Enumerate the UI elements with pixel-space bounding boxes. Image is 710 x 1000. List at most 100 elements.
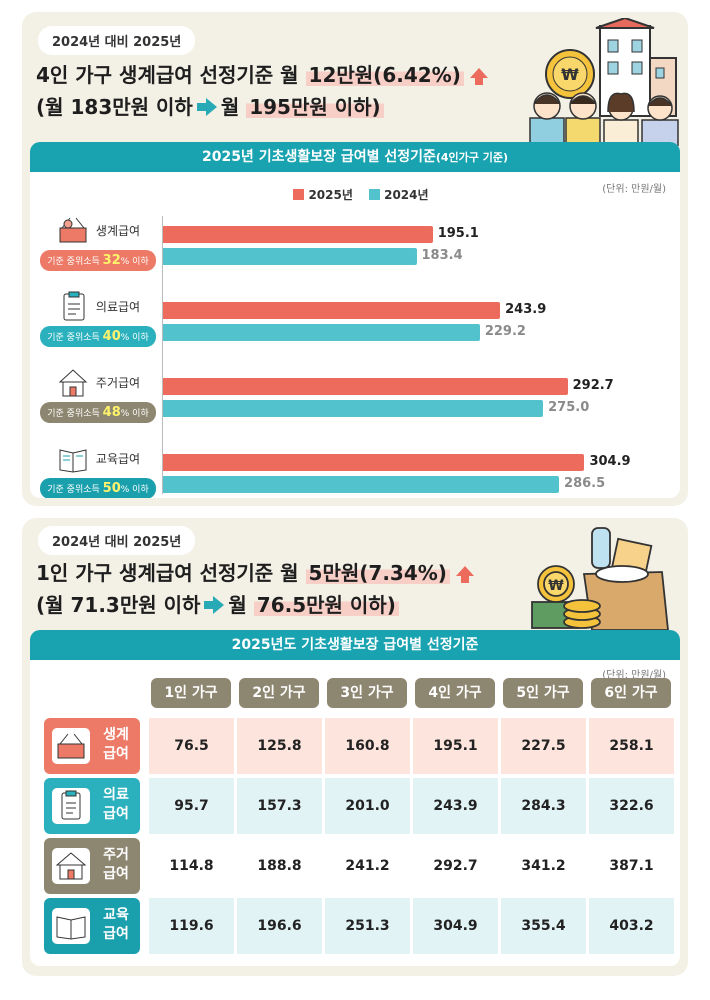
top-panel: 2024년 대비 2025년 4인 가구 생계급여 선정기준 월 12만원(6.… [22,12,688,506]
column-header: 5인 가구 [503,678,583,708]
bar-chart-card: 2025년 기초생활보장 급여별 선정기준(4인가구 기준) (단위: 만원/월… [30,142,680,498]
row-label-1: 주거 [103,847,129,863]
chart-title: 2025년 기초생활보장 급여별 선정기준(4인가구 기준) [30,142,680,172]
badge-percent: 40 [102,329,121,344]
table-unit: (단위: 만원/월) [602,670,666,681]
table-cell: 251.3 [324,898,410,954]
table-cell: 341.2 [500,838,586,894]
headline-2-text: (월 183만원 이하 [36,95,193,119]
bar-2024 [163,476,560,493]
table-cell: 241.2 [324,838,410,894]
row-label-2: 급여 [103,866,129,882]
headline-2-mid: 월 [220,95,240,119]
table-title: 2025년도 기초생활보장 급여별 선정기준 [30,630,680,660]
bar-2025 [163,454,585,471]
bar-2024 [163,400,544,417]
headline-3: 1인 가구 생계급여 선정기준 월 5만원(7.34%) [36,558,474,588]
bar-2025 [163,378,568,395]
table-cell: 188.8 [236,838,322,894]
bottom-panel: 2024년 대비 2025년 1인 가구 생계급여 선정기준 월 5만원(7.3… [22,518,688,976]
table-cell: 76.5 [148,718,234,774]
chart-title-text: 2025년 기초생활보장 급여별 선정기준 [201,149,436,165]
legend-label-2024: 2024년 [384,188,429,202]
category-name: 의료급여 [95,299,141,314]
row-label: 생계 급여 [96,726,136,764]
table-cell: 157.3 [236,778,322,834]
bar-label-2025: 195.1 [437,226,479,241]
svg-text:₩: ₩ [548,578,564,594]
headline-2-highlight: 195만원 이하) [246,95,384,119]
bar-label-2025: 243.9 [505,302,547,317]
headline-4-highlight: 76.5만원 이하) [253,593,399,617]
table-cell: 114.8 [148,838,234,894]
median-income-badge: 기준 중위소득 50% 이하 [40,478,156,498]
table-cell: 355.4 [500,898,586,954]
bar-2025 [163,226,433,243]
table-card: 2025년도 기초생활보장 급여별 선정기준 (단위: 만원/월) 1인 가구 2… [30,630,680,966]
row-label-2: 급여 [103,806,129,822]
category-icon [58,369,88,397]
headline-1-highlight: 12만원(6.42%) [305,63,464,87]
row-label-1: 교육 [103,907,129,923]
badge-suffix: % 이하 [120,485,149,495]
category-label: 교육급여 기준 중위소득 50% 이하 [38,442,158,498]
headline-1-text: 4인 가구 생계급여 선정기준 월 [36,63,299,87]
badge-prefix: 기준 중위소득 [47,333,100,343]
category-icon [63,291,85,321]
table-cell: 125.8 [236,718,322,774]
column-header: 6인 가구 [591,678,671,708]
headline-2: (월 183만원 이하 월 195만원 이하) [36,92,384,122]
row-label-2: 급여 [103,926,129,942]
up-arrow-icon [469,68,488,85]
badge-suffix: % 이하 [120,257,149,267]
badge-suffix: % 이하 [120,409,149,419]
bar-label-2025: 304.9 [589,454,631,469]
comparison-pill-2: 2024년 대비 2025년 [38,526,196,555]
table-cell: 243.9 [412,778,498,834]
category-icon [59,449,87,473]
category-label: 의료급여 기준 중위소득 40% 이하 [38,290,158,347]
family-house-illustration: ₩ [529,18,679,146]
row-icon [52,848,90,884]
badge-percent: 50 [102,481,121,496]
right-arrow-icon [196,98,217,116]
headline-4-mid: 월 [228,593,247,617]
legend-label-2025: 2025년 [308,188,353,202]
table-cell: 403.2 [588,898,674,954]
category-name: 주거급여 [95,375,141,390]
row-icon [52,728,90,764]
table-cell: 195.1 [412,718,498,774]
badge-prefix: 기준 중위소득 [47,485,100,495]
category-label: 생계급여 기준 중위소득 32% 이하 [38,214,158,271]
table-cell: 304.9 [412,898,498,954]
column-header: 3인 가구 [327,678,407,708]
median-income-badge: 기준 중위소득 32% 이하 [40,250,156,271]
row-header: 생계 급여 [44,718,140,774]
row-label-1: 의료 [103,787,129,803]
bar-label-2024: 275.0 [548,400,590,415]
headline-4-text: (월 71.3만원 이하 [36,593,201,617]
table-cell: 258.1 [588,718,674,774]
bar-2025 [163,302,501,319]
chart-title-note: (4인가구 기준) [435,151,509,164]
table-cell: 387.1 [588,838,674,894]
chart-unit: (단위: 만원/월) [602,184,666,195]
row-label-1: 생계 [103,727,129,743]
bar-label-2025: 292.7 [572,378,614,393]
category-icon [59,217,87,243]
right-arrow-icon-2 [204,596,225,614]
row-icon [52,788,90,824]
chart-axis-line [162,216,163,494]
table-cell: 292.7 [412,838,498,894]
chart-legend: 2025년 2024년 [30,186,680,203]
legend-swatch-2024 [369,189,381,200]
bar-label-2024: 183.4 [421,248,463,263]
table-cell: 119.6 [148,898,234,954]
comparison-pill: 2024년 대비 2025년 [38,26,196,55]
